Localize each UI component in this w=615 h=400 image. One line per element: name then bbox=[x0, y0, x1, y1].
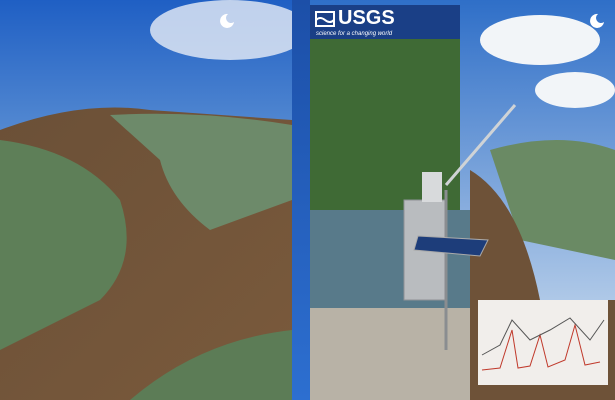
cloud bbox=[535, 72, 615, 108]
moon bbox=[220, 13, 234, 28]
logo-text: USGS bbox=[338, 7, 395, 29]
tagline: science for a changing world bbox=[316, 31, 393, 37]
sensor bbox=[422, 172, 442, 202]
cloud bbox=[150, 0, 310, 60]
cloud bbox=[480, 15, 600, 65]
vegetation bbox=[490, 140, 615, 260]
logo-mark bbox=[315, 11, 335, 27]
vegetation bbox=[110, 113, 292, 230]
inset-line bbox=[481, 317, 605, 356]
solar-panel bbox=[413, 235, 489, 257]
chart-inset bbox=[478, 300, 608, 385]
vegetation bbox=[130, 330, 292, 400]
platform bbox=[310, 308, 470, 400]
vegetation bbox=[0, 140, 127, 350]
divider bbox=[292, 0, 310, 400]
moon bbox=[590, 13, 604, 28]
antenna bbox=[444, 104, 517, 186]
